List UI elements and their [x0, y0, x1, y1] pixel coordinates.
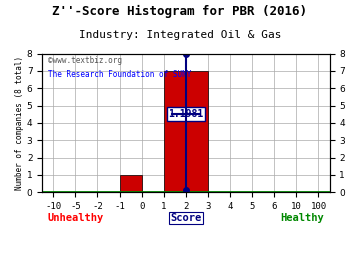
Bar	[164, 71, 208, 192]
Text: Z''-Score Histogram for PBR (2016): Z''-Score Histogram for PBR (2016)	[53, 5, 307, 18]
Text: The Research Foundation of SUNY: The Research Foundation of SUNY	[48, 70, 192, 79]
Text: 1.1981: 1.1981	[168, 109, 203, 119]
Text: ©www.textbiz.org: ©www.textbiz.org	[48, 56, 122, 65]
Y-axis label: Number of companies (8 total): Number of companies (8 total)	[15, 56, 24, 190]
Text: Industry: Integrated Oil & Gas: Industry: Integrated Oil & Gas	[79, 30, 281, 40]
Text: Unhealthy: Unhealthy	[48, 213, 104, 223]
Text: Healthy: Healthy	[280, 213, 324, 223]
Bar	[120, 175, 142, 192]
Text: Score: Score	[170, 213, 202, 223]
